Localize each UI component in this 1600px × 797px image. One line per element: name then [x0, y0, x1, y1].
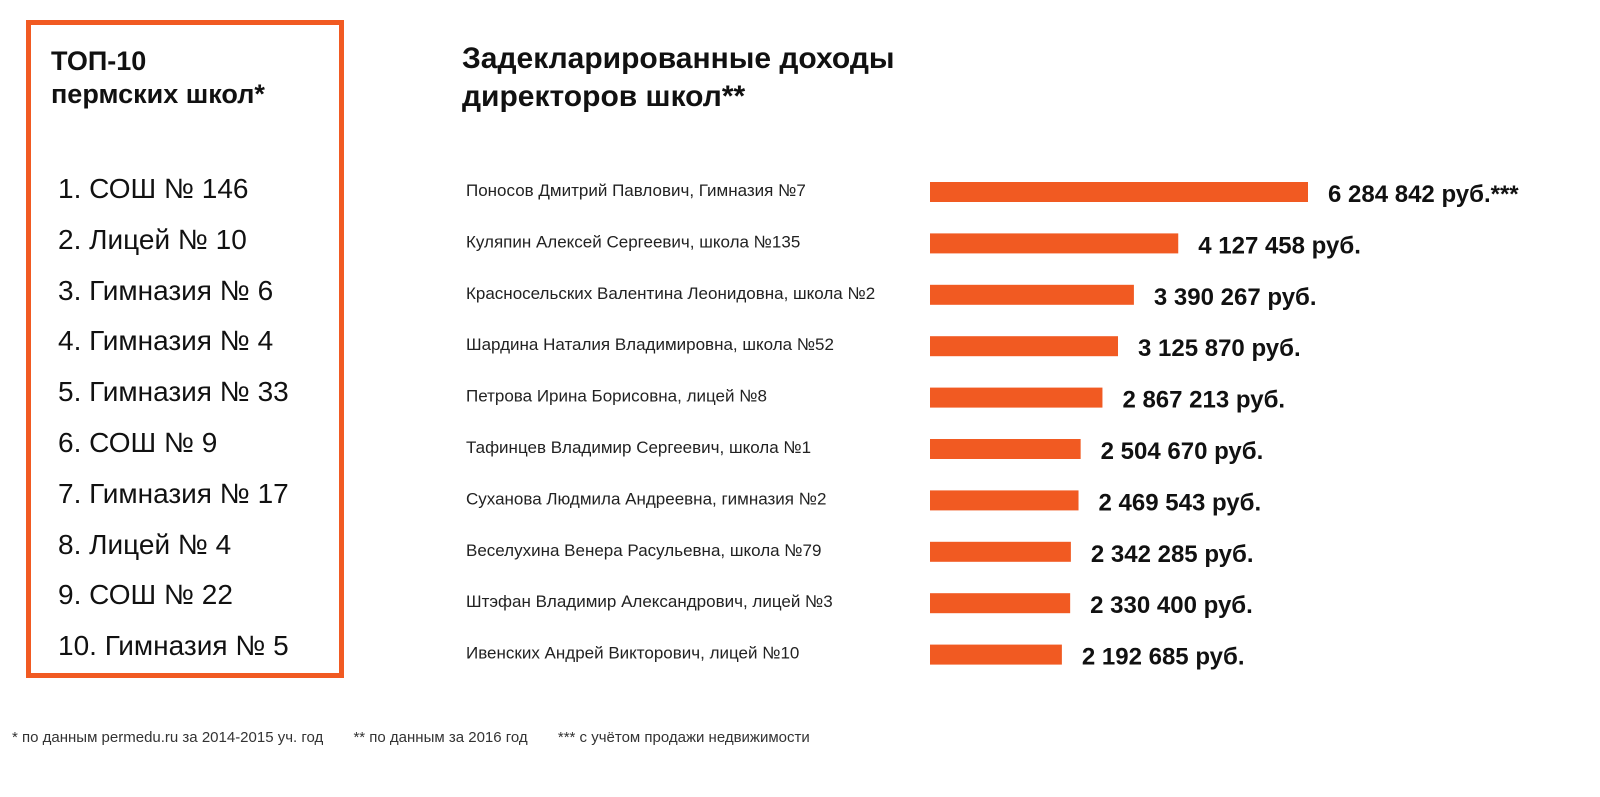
bar-label: Куляпин Алексей Сергеевич, школа №135: [466, 232, 800, 251]
bar-label: Петрова Ирина Борисовна, лицей №8: [466, 387, 767, 406]
ranking-item: 5. Гимназия № 33: [58, 376, 289, 408]
chart-title-line2: директоров школ**: [462, 80, 746, 113]
chart-title-line1: Задекларированные доходы: [462, 42, 895, 75]
bar-value-label: 2 342 285 руб.: [1091, 541, 1254, 568]
bar-chart: Поносов Дмитрий Павлович, Гимназия №7 6 2…: [466, 181, 1519, 671]
ranking-box: ТОП-10 пермских школ* 1. СОШ № 146 2. Ли…: [26, 20, 344, 678]
ranking-title-line1: ТОП-10: [51, 46, 147, 76]
bar-label: Шардина Наталия Владимировна, школа №52: [466, 335, 834, 354]
bar-value-label: 2 504 670 руб.: [1101, 438, 1264, 465]
bar-value-label: 3 390 267 руб.: [1154, 284, 1317, 311]
bar: [930, 490, 1079, 511]
ranking-item: 6. СОШ № 9: [58, 426, 218, 458]
bar-label: Красносельских Валентина Леонидовна, шко…: [466, 284, 875, 303]
bar-value-label: 3 125 870 руб.: [1138, 335, 1301, 362]
bar-value-label: 2 469 543 руб.: [1099, 489, 1262, 516]
footnote-3: *** с учётом продажи недвижимости: [557, 729, 810, 746]
ranking-item: 7. Гимназия № 17: [58, 477, 289, 509]
bar: [930, 593, 1071, 614]
ranking-item: 3. Гимназия № 6: [58, 274, 274, 306]
bar-value-label: 2 867 213 руб.: [1122, 387, 1285, 414]
bar: [930, 387, 1103, 408]
bar-label: Ивенских Андрей Викторович, лицей №10: [466, 644, 799, 663]
footnote-1: * по данным permedu.ru за 2014-2015 уч. …: [12, 729, 324, 746]
ranking-item: 10. Гимназия № 5: [58, 630, 289, 662]
bar-label: Тафинцев Владимир Сергеевич, школа №1: [466, 438, 811, 457]
ranking-item: 2. Лицей № 10: [58, 223, 247, 255]
bar-value-label: 2 192 685 руб.: [1082, 644, 1245, 671]
bar-label: Поносов Дмитрий Павлович, Гимназия №7: [466, 181, 806, 200]
ranking-item: 1. СОШ № 146: [58, 173, 249, 204]
bar: [930, 336, 1119, 357]
ranking-title-line2: пермских школ*: [51, 79, 265, 109]
ranking-item: 8. Лицей № 4: [58, 528, 232, 560]
bar: [930, 541, 1071, 562]
bar-value-label: 2 330 400 руб.: [1090, 592, 1253, 619]
bar: [930, 644, 1062, 665]
ranking-item: 9. СОШ № 22: [58, 579, 233, 611]
ranking-list: 1. СОШ № 146 2. Лицей № 10 3. Гимназия №…: [58, 164, 289, 672]
bar: [930, 284, 1134, 305]
ranking-item: 4. Гимназия № 4: [58, 325, 274, 357]
bar-value-label: 6 284 842 руб.***: [1328, 181, 1519, 208]
chart-title: Задекларированные доходы директоров школ…: [462, 40, 895, 116]
bar-value-label: 4 127 458 руб.: [1198, 232, 1361, 259]
bar-label: Веселухина Венера Расульевна, школа №79: [466, 541, 821, 560]
footnote-2: ** по данным за 2016 год: [353, 729, 528, 746]
bar-label: Суханова Людмила Андреевна, гимназия №2: [466, 489, 826, 508]
bar: [930, 182, 1308, 202]
bar-label: Штэфан Владимир Александрович, лицей №3: [466, 592, 833, 611]
footnotes: * по данным permedu.ru за 2014-2015 уч. …: [12, 729, 836, 746]
ranking-title: ТОП-10 пермских школ*: [51, 45, 265, 111]
bar: [930, 439, 1081, 459]
bar: [930, 233, 1179, 254]
